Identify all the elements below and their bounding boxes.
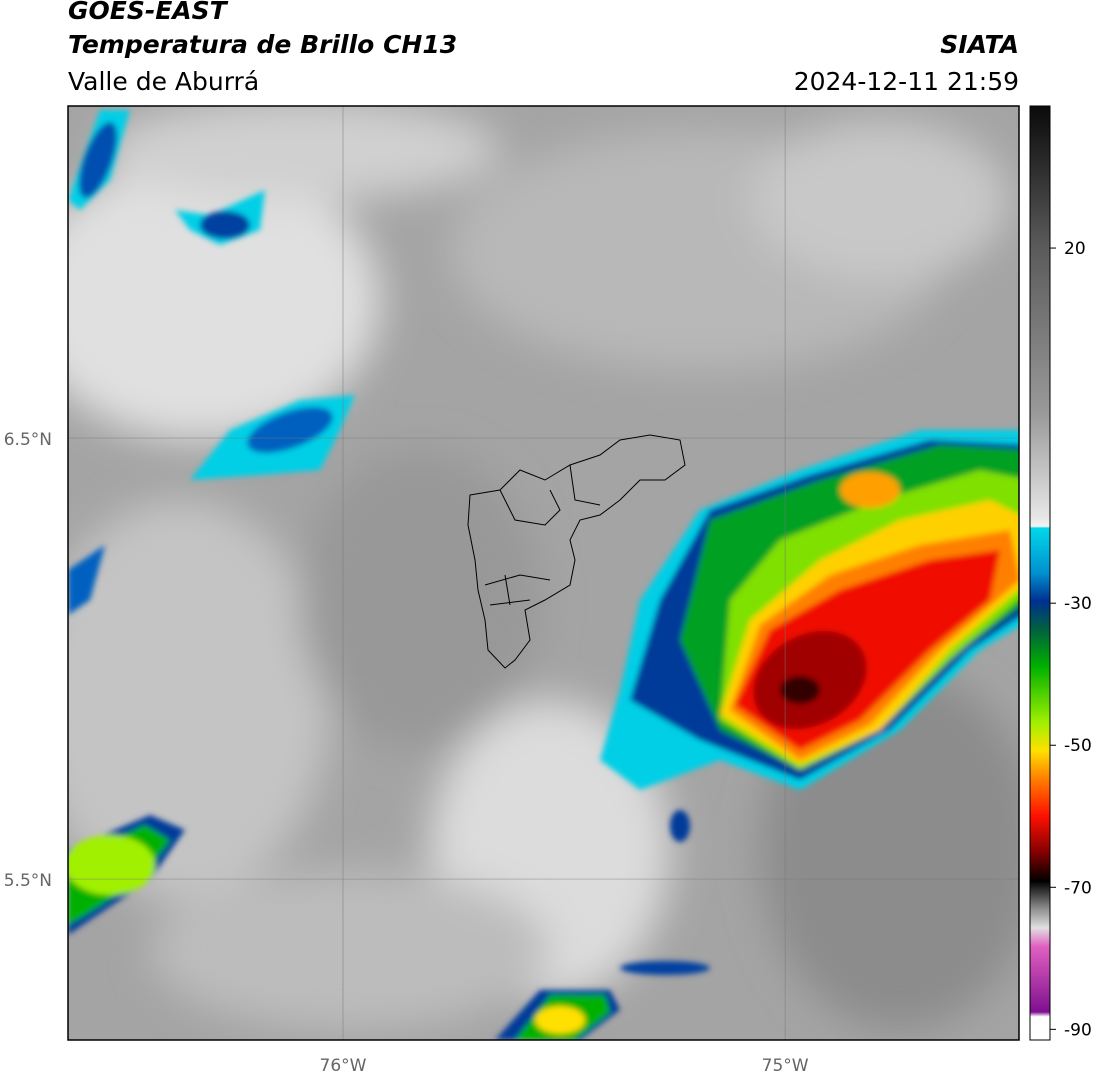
x-tick-label: 75°W <box>762 1056 809 1076</box>
valle-de-aburra-boundary <box>467 434 686 669</box>
x-tick-label: 76°W <box>320 1056 367 1076</box>
colorbar-tick-label: -90 <box>1064 1020 1092 1040</box>
grid-lines <box>68 106 1019 1040</box>
map-frame <box>67 105 1020 1041</box>
location: Valle de Aburrá <box>68 67 259 96</box>
colorbar-tick-label: -70 <box>1064 878 1092 898</box>
y-tick-label: 5.5°N <box>4 871 52 891</box>
ticks: 76°W 75°W 6.5°N 5.5°N 20 -30 -50 -70 -90 <box>4 239 1092 1076</box>
colorbar-tick-label: -50 <box>1064 736 1092 756</box>
y-tick-label: 6.5°N <box>4 430 52 450</box>
source: SIATA <box>940 30 1019 59</box>
timestamp: 2024-12-11 21:59 <box>794 67 1019 96</box>
colorbar-tick-label: -30 <box>1064 594 1092 614</box>
subtitle: Temperatura de Brillo CH13 <box>68 30 457 59</box>
title: GOES-EAST <box>68 0 229 25</box>
colorbar <box>1029 105 1051 1041</box>
colorbar-tick-label: 20 <box>1064 239 1086 259</box>
satellite-image <box>68 106 1019 1040</box>
